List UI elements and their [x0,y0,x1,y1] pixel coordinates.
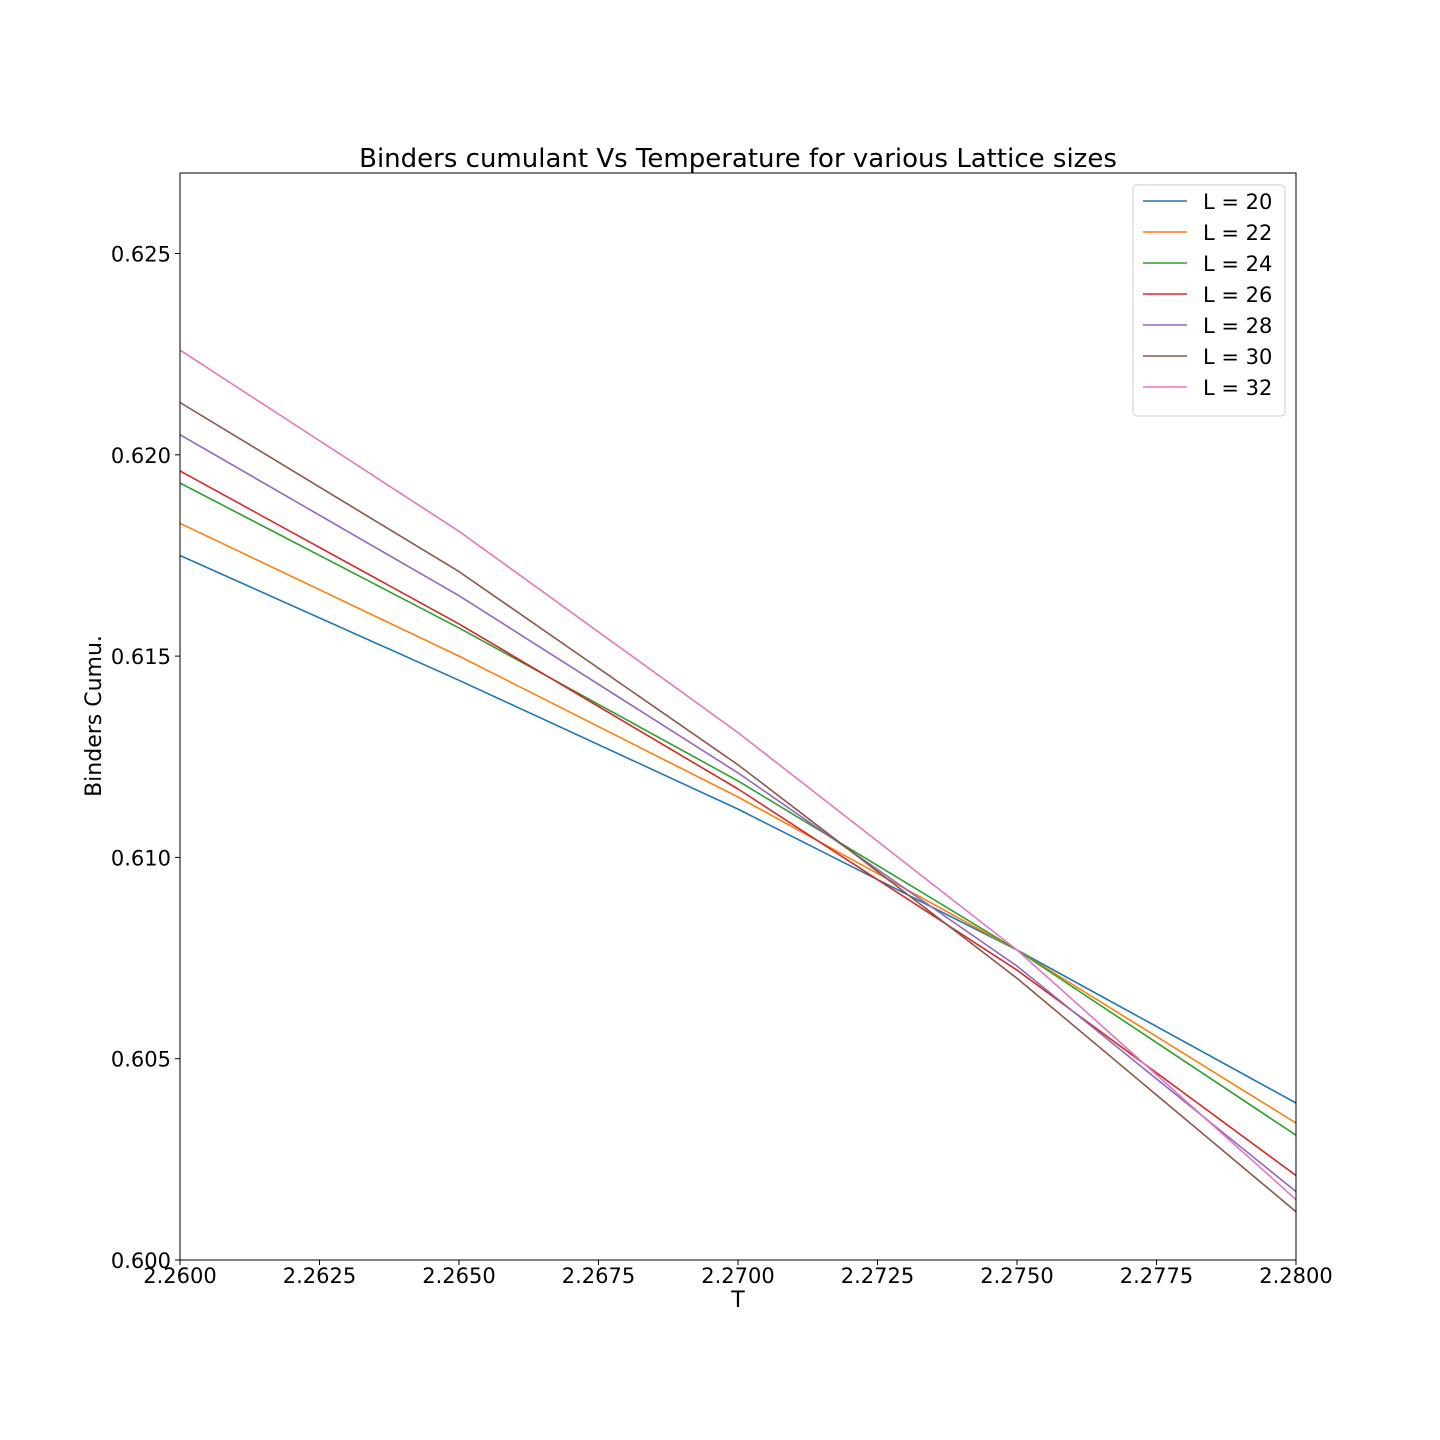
x-tick-label: 2.2625 [283,1264,356,1288]
series-line-3 [179,470,1297,1177]
legend-label: L = 32 [1203,376,1272,400]
legend-label: L = 24 [1203,252,1272,276]
legend-box [1132,184,1286,417]
y-tick-label: 0.605 [111,1048,171,1072]
x-axis: 2.2600 2.2625 2.2650 2.2675 2.2700 2.2725 2.27… [143,1260,1333,1288]
series-line-2 [179,482,1297,1136]
legend: L = 20 L = 22 L = 24 L = 26 L = 28 L = 30 L = … [1132,184,1286,417]
legend-label: L = 22 [1203,221,1272,245]
x-tick-label: 2.2775 [1120,1264,1193,1288]
series-line-5 [179,401,1297,1213]
x-tick-label: 2.2750 [980,1264,1053,1288]
legend-label: L = 26 [1203,283,1272,307]
legend-label: L = 20 [1203,190,1272,214]
y-tick-label: 0.615 [111,645,171,669]
legend-label: L = 30 [1203,345,1272,369]
series-line-6 [179,349,1297,1201]
series-line-1 [179,522,1297,1124]
y-axis-label: Binders Cumu. [82,635,107,797]
x-tick-label: 2.2725 [841,1264,914,1288]
x-tick-label: 2.2800 [1259,1264,1332,1288]
x-tick-label: 2.2675 [562,1264,635,1288]
y-tick-label: 0.600 [111,1249,171,1273]
series-line-4 [179,434,1297,1193]
series-line-0 [179,554,1297,1104]
x-tick-label: 2.2600 [143,1264,216,1288]
y-tick-label: 0.610 [111,846,171,870]
y-tick-label: 0.620 [111,444,171,468]
x-tick-label: 2.2650 [422,1264,495,1288]
chart-title: Binders cumulant Vs Temperature for vari… [359,144,1117,174]
legend-label: L = 28 [1203,314,1272,338]
plot-area [179,172,1297,1261]
y-tick-label: 0.625 [111,243,171,267]
x-axis-label: T [730,1288,745,1313]
plot-frame [179,172,1297,1261]
y-axis: 0.600 0.605 0.610 0.615 0.620 0.625 [111,243,180,1273]
x-tick-label: 2.2700 [701,1264,774,1288]
